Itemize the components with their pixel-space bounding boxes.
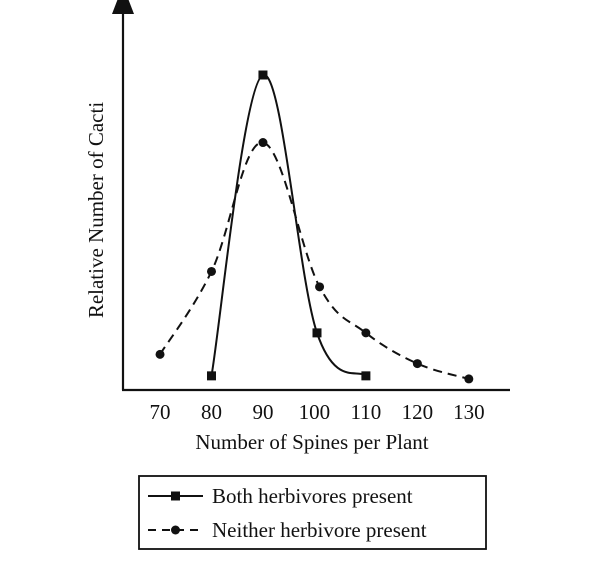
legend-item-both: Both herbivores present (148, 484, 413, 508)
y-axis-title: Relative Number of Cacti (84, 102, 108, 319)
legend: Both herbivores present Neither herbivor… (138, 475, 487, 550)
data-point-circle (206, 266, 216, 276)
legend-circle-marker (171, 525, 180, 535)
series-line-both-herbivores (210, 74, 367, 377)
legend-item-neither: Neither herbivore present (148, 518, 427, 542)
data-point-square (258, 70, 268, 80)
x-tick-label: 80 (201, 400, 222, 424)
x-tick-label: 100 (299, 400, 331, 424)
x-tick-label: 120 (402, 400, 434, 424)
data-point-circle (412, 359, 422, 369)
data-point-square (312, 328, 322, 338)
x-tick-label: 110 (351, 400, 382, 424)
legend-label-both: Both herbivores present (212, 484, 413, 508)
legend-label-neither: Neither herbivore present (212, 518, 427, 542)
series-line-neither-herbivore (159, 141, 470, 380)
legend-square-marker (171, 491, 180, 501)
data-point-circle (315, 282, 325, 292)
x-tick-label: 130 (453, 400, 485, 424)
x-tick-label: 90 (252, 400, 273, 424)
x-tick-labels: 70 80 90 100 110 120 130 (150, 400, 485, 424)
x-axis-title: Number of Spines per Plant (195, 430, 428, 454)
x-tick-label: 70 (150, 400, 171, 424)
data-point-circle (258, 138, 268, 148)
data-point-circle (464, 374, 474, 384)
legend-box (138, 475, 487, 550)
data-point-circle (155, 349, 165, 359)
data-point-square (206, 371, 216, 381)
data-point-circle (361, 328, 371, 338)
data-point-square (361, 371, 371, 381)
series-layer (155, 70, 474, 384)
